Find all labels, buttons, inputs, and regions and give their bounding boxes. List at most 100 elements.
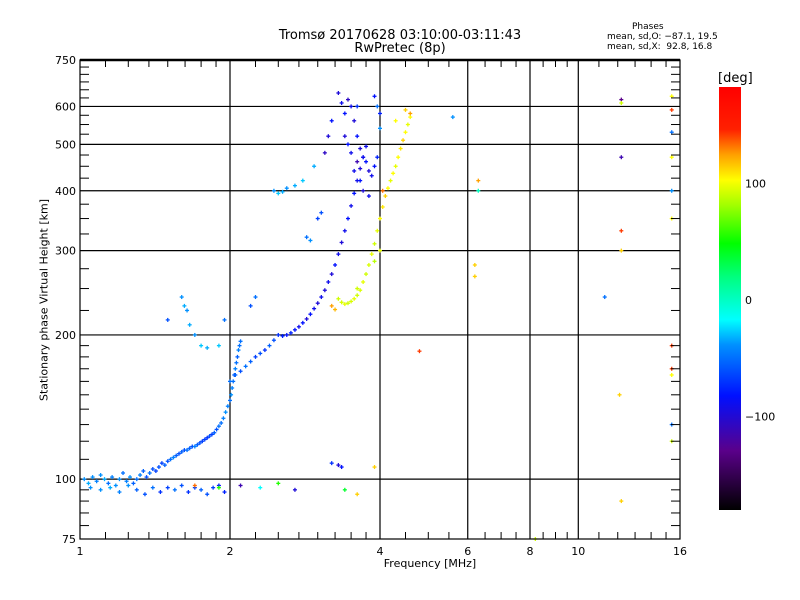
data-point [408, 111, 413, 116]
x-tick-label: 16 [673, 545, 687, 558]
data-point [349, 299, 354, 304]
data-point [156, 465, 161, 470]
data-point [117, 490, 122, 495]
data-point [619, 228, 624, 233]
data-point [212, 430, 217, 435]
data-point [375, 155, 380, 160]
data-point [267, 343, 272, 348]
data-point [602, 295, 607, 300]
data-point [336, 90, 341, 95]
data-point [236, 348, 241, 353]
data-point [669, 155, 674, 160]
data-point [168, 457, 173, 462]
data-point [94, 479, 99, 484]
data-point [230, 385, 235, 390]
data-point [186, 490, 191, 495]
data-point [396, 155, 401, 160]
y-tick-label: 100 [55, 473, 76, 486]
data-point [369, 252, 374, 257]
data-point [417, 349, 422, 354]
y-tick-label: 500 [55, 138, 76, 151]
data-point [342, 111, 347, 116]
data-point [102, 477, 107, 482]
data-point [185, 448, 190, 453]
data-point [165, 459, 170, 464]
data-point [355, 134, 360, 139]
data-point [372, 241, 377, 246]
data-point [391, 171, 396, 176]
data-point [225, 404, 230, 409]
phases-heading: Phases [632, 22, 664, 32]
x-tick-label: 6 [464, 545, 471, 558]
x-tick-label: 8 [527, 545, 534, 558]
data-point [147, 471, 152, 476]
data-point [228, 398, 232, 403]
data-point [238, 483, 243, 488]
data-point [333, 307, 338, 312]
data-point [284, 186, 289, 191]
data-point [121, 471, 126, 476]
data-point [86, 481, 91, 486]
data-point [126, 483, 131, 488]
data-point [401, 138, 406, 143]
data-point [165, 485, 170, 490]
data-point [315, 301, 320, 306]
data-point [361, 188, 366, 193]
data-point [304, 235, 309, 240]
data-point [229, 392, 234, 397]
data-point [472, 262, 477, 267]
data-point [339, 300, 344, 305]
data-point [262, 348, 267, 353]
data-point [248, 303, 253, 308]
data-point [339, 465, 344, 470]
data-point [221, 416, 226, 421]
data-point [288, 330, 293, 335]
data-point [380, 204, 385, 209]
data-point [345, 97, 350, 102]
data-point [308, 312, 313, 317]
data-point [142, 492, 147, 497]
data-point [326, 279, 331, 284]
data-point [296, 324, 301, 329]
tick-labels: 1 2 4 6 8 10 16 75 100 200 300 400 500 600 750 [55, 54, 687, 558]
data-point [144, 475, 149, 480]
data-point [88, 485, 93, 490]
data-point [336, 252, 341, 257]
data-point [276, 191, 281, 196]
data-point [315, 216, 320, 221]
data-point [619, 248, 624, 253]
data-point [280, 334, 285, 339]
data-point [364, 159, 369, 164]
data-point [345, 142, 350, 147]
data-point [176, 451, 181, 456]
data-point [258, 351, 263, 356]
data-point [308, 238, 313, 243]
x-tick-label: 2 [227, 545, 234, 558]
data-point [336, 296, 341, 301]
data-point [90, 475, 95, 480]
data-point [361, 279, 366, 284]
data-point [209, 432, 214, 437]
y-tick-label: 750 [55, 54, 76, 67]
data-point [238, 339, 243, 344]
data-point [171, 455, 176, 460]
data-point [345, 301, 350, 306]
data-point [312, 306, 317, 311]
data-point [366, 168, 371, 173]
data-point [237, 343, 242, 348]
data-point [408, 115, 413, 120]
data-point [253, 354, 258, 359]
data-point [195, 442, 200, 447]
y-tick-label: 75 [62, 533, 76, 546]
data-point [276, 332, 281, 337]
data-point [134, 487, 139, 492]
data-point [355, 286, 360, 291]
data-point [619, 499, 624, 504]
data-point [405, 122, 410, 127]
data-point [349, 203, 354, 208]
data-point [172, 487, 177, 492]
data-point [222, 317, 227, 322]
data-point [205, 435, 210, 440]
data-point [113, 483, 118, 488]
data-point [150, 485, 155, 490]
